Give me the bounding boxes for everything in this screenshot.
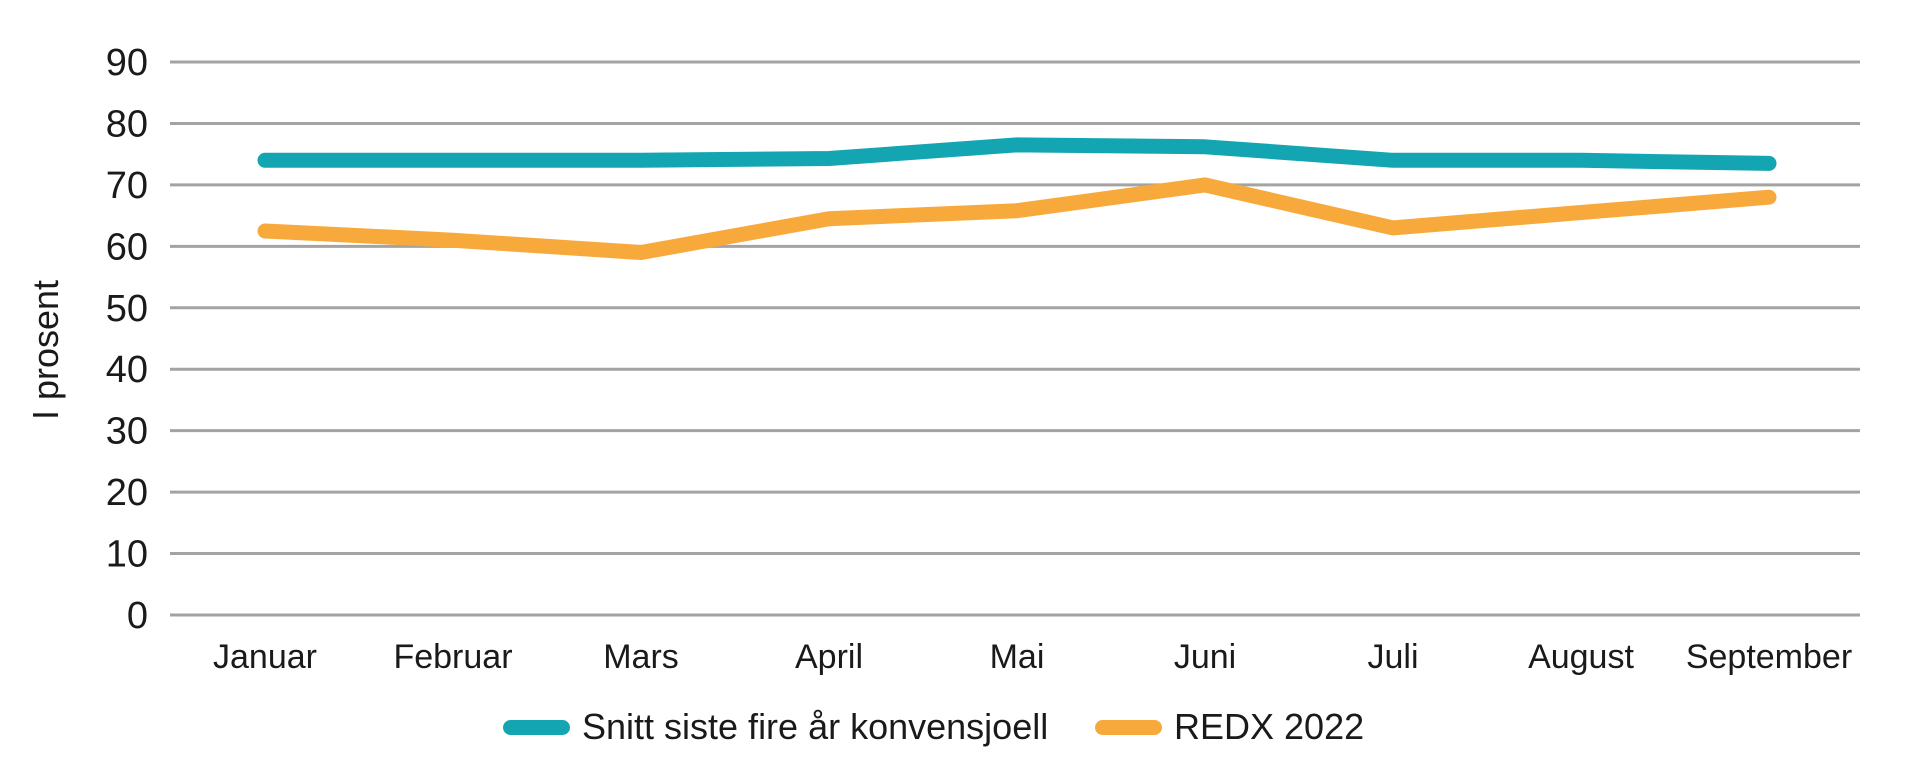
x-tick-label: Mai (990, 638, 1045, 676)
y-tick-label: 80 (106, 103, 148, 145)
x-tick-label: Januar (213, 638, 317, 676)
x-tick-label: Februar (393, 638, 512, 676)
legend-label-average: Snitt siste fire år konvensjoell (582, 706, 1049, 747)
x-tick-label: Juni (1174, 638, 1236, 676)
x-tick-label: Juli (1367, 638, 1418, 676)
y-tick-label: 70 (106, 165, 148, 207)
legend-item-average: Snitt siste fire år konvensjoell (503, 706, 1048, 748)
y-tick-label: 60 (106, 226, 148, 268)
y-tick-label: 30 (106, 411, 148, 453)
legend-label-redx: REDX 2022 (1174, 706, 1365, 747)
x-tick-label: Mars (603, 638, 679, 676)
series-line-0 (257, 137, 1777, 171)
x-tick-label: September (1686, 638, 1852, 676)
y-tick-label: 10 (106, 534, 148, 576)
y-tick-label: 50 (106, 288, 148, 330)
x-tick-label: August (1528, 638, 1634, 676)
legend-swatch-teal-icon (503, 719, 570, 735)
y-tick-label: 0 (127, 595, 148, 637)
series-line-1 (257, 177, 1777, 260)
legend-swatch-orange-icon (1095, 719, 1162, 735)
y-tick-label: 20 (106, 472, 148, 514)
x-tick-label: April (795, 638, 863, 676)
y-tick-label: 90 (106, 42, 148, 84)
y-tick-label: 40 (106, 349, 148, 391)
legend-item-redx: REDX 2022 (1095, 706, 1364, 748)
